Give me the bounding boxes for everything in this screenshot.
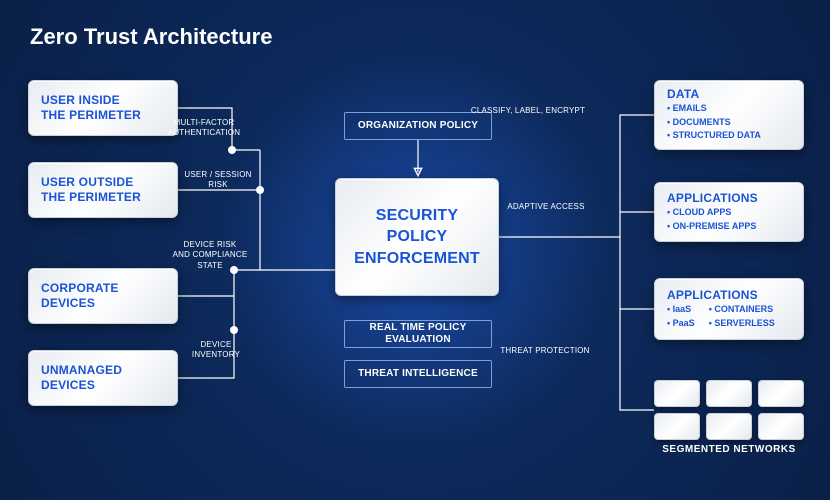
connector-label: USER / SESSION RISK <box>184 170 251 191</box>
connector-dot <box>256 186 264 194</box>
segmented-cell <box>654 380 700 407</box>
segmented-networks-label: SEGMENTED NETWORKS <box>654 444 804 455</box>
node-title: SECURITYPOLICYENFORCEMENT <box>354 205 480 270</box>
node-title: USER OUTSIDETHE PERIMETER <box>41 175 165 205</box>
segmented-networks-grid <box>654 380 804 440</box>
node-org-policy: ORGANIZATION POLICY <box>344 112 492 140</box>
node-title: CORPORATEDEVICES <box>41 281 165 311</box>
segmented-cell <box>706 413 752 440</box>
segmented-cell <box>758 413 804 440</box>
connector-label: THREAT PROTECTION <box>500 346 589 356</box>
node-user-outside: USER OUTSIDETHE PERIMETER <box>28 162 178 218</box>
node-title: APPLICATIONS <box>667 288 791 303</box>
node-user-inside: USER INSIDETHE PERIMETER <box>28 80 178 136</box>
node-items: IaaSPaaSCONTAINERSSERVERLESS <box>667 303 791 330</box>
node-real-time: REAL TIME POLICY EVALUATION <box>344 320 492 348</box>
connector-label: DEVICE INVENTORY <box>192 340 240 361</box>
node-apps-box: APPLICATIONSCLOUD APPSON-PREMISE APPS <box>654 182 804 242</box>
connector-label: CLASSIFY, LABEL, ENCRYPT <box>471 106 585 116</box>
node-title: DATA <box>667 87 791 102</box>
page-title: Zero Trust Architecture <box>30 24 272 50</box>
node-title: USER INSIDETHE PERIMETER <box>41 93 165 123</box>
segmented-cell <box>706 380 752 407</box>
node-threat-intel: THREAT INTELLIGENCE <box>344 360 492 388</box>
node-title: UNMANAGEDDEVICES <box>41 363 165 393</box>
connector-label: DEVICE RISK AND COMPLIANCE STATE <box>173 240 248 271</box>
segmented-cell <box>758 380 804 407</box>
connector-dot <box>230 326 238 334</box>
node-infra-box: APPLICATIONSIaaSPaaSCONTAINERSSERVERLESS <box>654 278 804 340</box>
node-items: CLOUD APPSON-PREMISE APPS <box>667 206 791 233</box>
node-policy-enforcement: SECURITYPOLICYENFORCEMENT <box>335 178 499 296</box>
connector-dot <box>228 146 236 154</box>
node-data-box: DATAEMAILSDOCUMENTSSTRUCTURED DATA <box>654 80 804 150</box>
node-title: APPLICATIONS <box>667 191 791 206</box>
node-corp-devices: CORPORATEDEVICES <box>28 268 178 324</box>
connector-label: MULTI-FACTOR AUTHENTICATION <box>168 118 240 139</box>
connector-label: ADAPTIVE ACCESS <box>507 202 584 212</box>
segmented-cell <box>654 413 700 440</box>
node-items: EMAILSDOCUMENTSSTRUCTURED DATA <box>667 102 791 143</box>
node-unmanaged: UNMANAGEDDEVICES <box>28 350 178 406</box>
